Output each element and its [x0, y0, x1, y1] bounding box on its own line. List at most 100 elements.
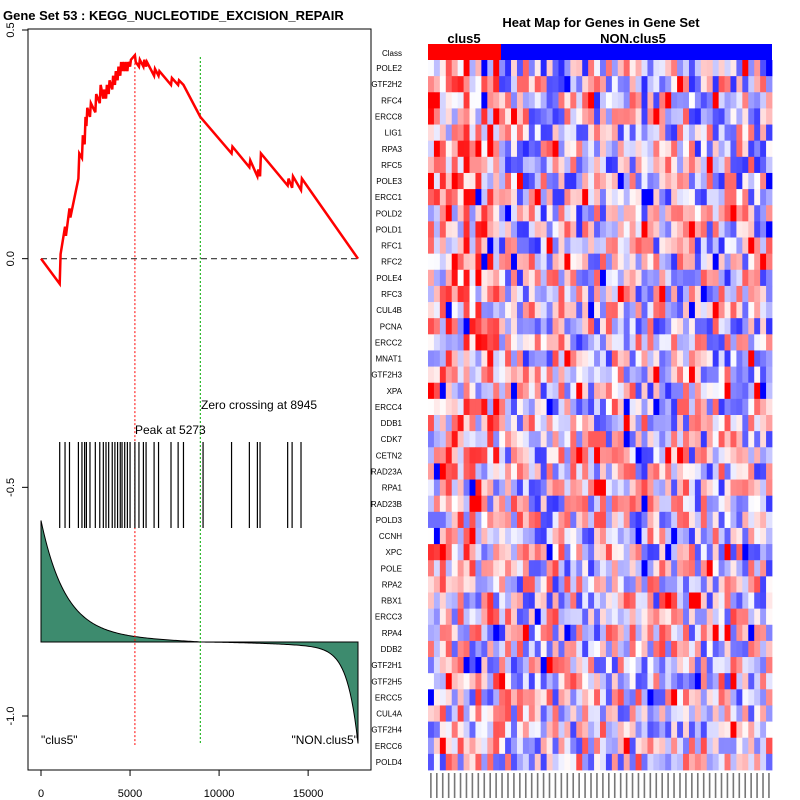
heatmap-cell	[534, 108, 542, 125]
heatmap-cell	[457, 560, 464, 577]
heatmap-cell	[528, 221, 536, 238]
heatmap-cell	[522, 60, 530, 77]
sample-label-mark	[762, 773, 764, 798]
heatmap-cell	[730, 285, 737, 303]
heatmap-cell	[534, 415, 542, 432]
gene-label: PCNA	[380, 322, 403, 331]
heatmap-cell	[505, 76, 512, 93]
heatmap-cell	[439, 576, 447, 593]
heatmap-cell	[683, 737, 690, 755]
heatmap-cell	[546, 302, 553, 319]
heatmap-cell	[511, 737, 518, 755]
heatmap-cell	[528, 463, 536, 480]
heatmap-cell	[451, 318, 459, 335]
heatmap-cell	[475, 560, 482, 577]
heatmap-cell	[469, 302, 476, 319]
heatmap-cell	[611, 382, 619, 400]
heatmap-cell	[671, 334, 678, 351]
heatmap-cell	[576, 237, 583, 255]
gene-label: POLE2	[376, 64, 402, 73]
sample-label-mark	[608, 773, 610, 798]
heatmap-cell	[754, 205, 761, 222]
heatmap-cell	[576, 108, 583, 125]
heatmap-cell	[552, 366, 559, 384]
heatmap-cell	[724, 431, 731, 448]
heatmap-cell	[647, 527, 654, 545]
heatmap-cell	[600, 172, 607, 190]
heatmap-cell	[718, 624, 725, 642]
heatmap-cell	[594, 366, 601, 384]
heatmap-cell	[641, 479, 648, 497]
heatmap-cell	[677, 705, 684, 722]
heatmap-cell	[677, 527, 684, 545]
heatmap-cell	[558, 592, 565, 610]
heatmap-cell	[516, 560, 524, 577]
heatmap-cell	[677, 447, 684, 464]
heatmap-cell	[659, 366, 666, 384]
heatmap-cell	[641, 415, 648, 432]
heatmap-cell	[528, 76, 536, 93]
heatmap-cell	[706, 495, 714, 513]
heatmap-cell	[688, 415, 696, 432]
heatmap-cell	[499, 318, 506, 335]
heatmap-cell	[629, 318, 636, 335]
heatmap-cell	[617, 60, 625, 77]
heatmap-cell	[546, 92, 553, 109]
heatmap-cell	[760, 527, 767, 545]
heatmap-cell	[653, 689, 660, 706]
heatmap-cell	[475, 753, 482, 771]
heatmap-cell	[433, 753, 441, 771]
heatmap-cell	[623, 560, 631, 577]
heatmap-cell	[445, 285, 453, 303]
heatmap-cell	[552, 302, 559, 319]
heatmap-cell	[600, 108, 607, 125]
heatmap-cell	[748, 221, 755, 238]
heatmap-cell	[546, 172, 553, 190]
heatmap-cell	[724, 463, 731, 480]
heatmap-cell	[439, 624, 447, 642]
heatmap-cell	[659, 737, 666, 755]
heatmap-cell	[469, 527, 476, 545]
heatmap-cell	[511, 398, 518, 416]
heatmap-cell	[564, 172, 571, 190]
heatmap-cell	[439, 350, 447, 367]
heatmap-cell	[647, 60, 654, 77]
heatmap-cell	[659, 689, 666, 706]
heatmap-cell	[558, 140, 565, 158]
heatmap-cell	[688, 511, 696, 529]
heatmap-cell	[516, 60, 524, 77]
heatmap-cell	[558, 689, 565, 706]
heatmap-cell	[623, 721, 631, 739]
heatmap-cell	[481, 285, 488, 303]
heatmap-cell	[766, 205, 773, 222]
heatmap-cell	[766, 527, 773, 545]
sample-label-mark	[708, 773, 711, 798]
heatmap-cell	[766, 689, 773, 706]
heatmap-cell	[576, 527, 583, 545]
heatmap-cell	[534, 205, 542, 222]
heatmap-cell	[594, 108, 601, 125]
heatmap-cell	[505, 737, 512, 755]
heatmap-cell	[736, 156, 743, 174]
gene-label: GTF2H3	[371, 371, 402, 380]
heatmap-cell	[647, 156, 654, 174]
heatmap-cell	[558, 156, 565, 174]
gene-label: CUL4A	[376, 710, 402, 719]
heatmap-cell	[653, 544, 660, 561]
heatmap-cell	[605, 156, 613, 174]
heatmap-cell	[677, 640, 684, 658]
heatmap-cell	[588, 721, 595, 739]
heatmap-cell	[505, 108, 512, 125]
heatmap-cell	[445, 737, 453, 755]
heatmap-cell	[629, 431, 636, 448]
heatmap-cell	[712, 495, 720, 513]
heatmap-cell	[694, 398, 702, 416]
heatmap-cell	[534, 334, 542, 351]
heatmap-cell	[439, 479, 447, 497]
heatmap-cell	[511, 382, 518, 400]
heatmap-cell	[677, 721, 684, 739]
heatmap-cell	[665, 721, 672, 739]
heatmap-cell	[445, 350, 453, 367]
heatmap-cell	[706, 172, 714, 190]
heatmap-cell	[511, 318, 518, 335]
